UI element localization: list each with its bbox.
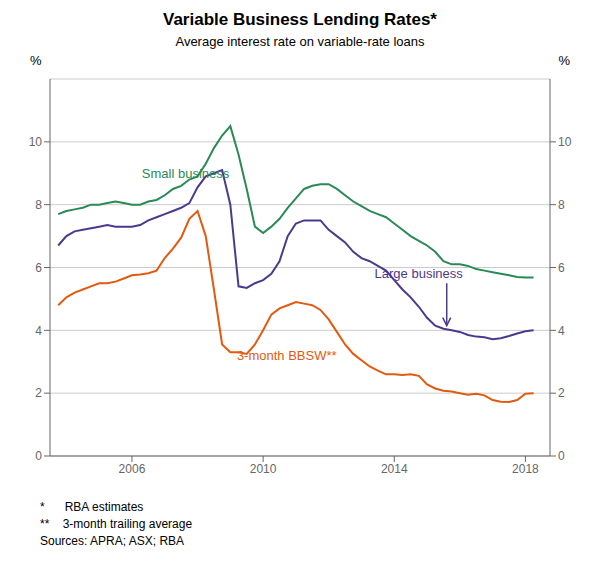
svg-text:8: 8 <box>35 198 42 212</box>
svg-text:3-month BBSW**: 3-month BBSW** <box>237 348 337 363</box>
svg-text:0: 0 <box>558 449 565 463</box>
svg-text:10: 10 <box>558 135 572 149</box>
svg-text:2018: 2018 <box>512 462 539 476</box>
svg-text:Small business: Small business <box>142 166 230 181</box>
svg-text:8: 8 <box>558 198 565 212</box>
svg-text:2: 2 <box>35 386 42 400</box>
svg-text:0: 0 <box>35 449 42 463</box>
svg-text:2006: 2006 <box>119 462 146 476</box>
html-text:** 3-month trailing average: ** 3-month trailing average <box>40 517 193 531</box>
html-text:Sources: APRA; ASX; RBA: Sources: APRA; ASX; RBA <box>40 534 185 548</box>
svg-text:4: 4 <box>35 324 42 338</box>
svg-text:4: 4 <box>558 324 565 338</box>
svg-text:6: 6 <box>558 261 565 275</box>
html-text:Variable Business Lending Rate: Variable Business Lending Rates* <box>163 10 437 29</box>
svg-text:2014: 2014 <box>381 462 408 476</box>
svg-text:2010: 2010 <box>250 462 277 476</box>
html-text:* RBA estimates: * RBA estimates <box>40 500 144 514</box>
svg-text:10: 10 <box>29 135 43 149</box>
svg-text:2: 2 <box>558 386 565 400</box>
svg-text:Large business: Large business <box>375 266 464 281</box>
svg-text:6: 6 <box>35 261 42 275</box>
html-text:Average interest rate on varia: Average interest rate on variable-rate l… <box>175 34 425 49</box>
